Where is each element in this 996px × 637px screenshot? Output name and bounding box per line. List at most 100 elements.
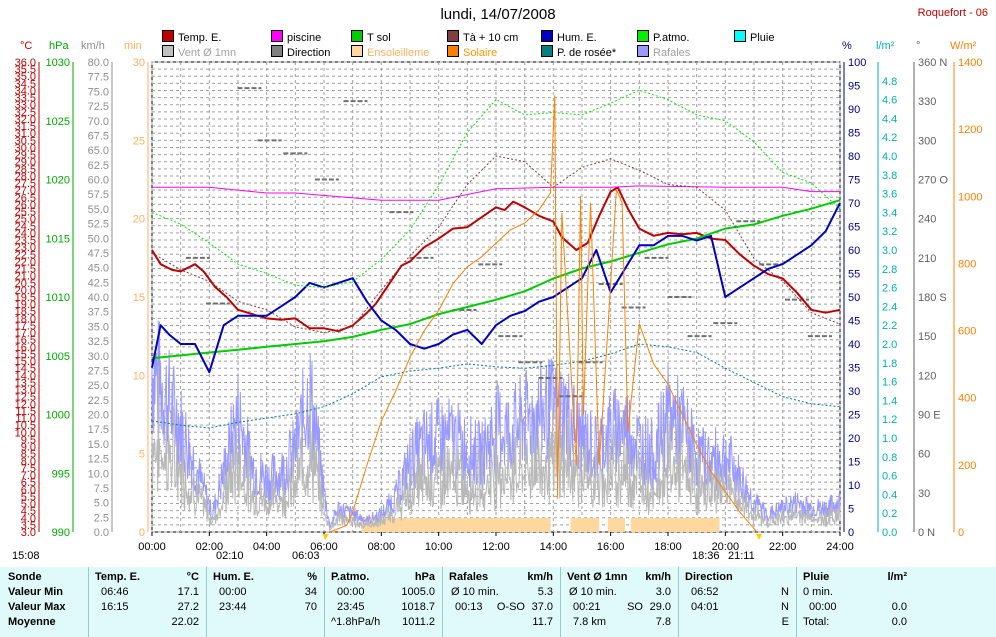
temp-min-time: 06:46	[101, 586, 129, 598]
tick-label-wind: 35.0	[88, 321, 109, 333]
tick-label-temp: 36.0	[15, 57, 36, 69]
tick-label-temp: 35.5	[15, 64, 36, 76]
tick-label-hum: 45	[848, 316, 860, 328]
tick-label-wind: 25.0	[88, 380, 109, 392]
dir-min-time: 06:52	[691, 586, 719, 598]
tick-label-rain: 4.0	[882, 151, 897, 163]
sunshine-bar	[570, 518, 600, 532]
tick-label-dir: 30	[918, 488, 930, 500]
tick-label-rain: 1.0	[882, 433, 897, 445]
tick-label-temp: 19.0	[15, 299, 36, 311]
summary-dir: Direction 06:52 N 04:01 N E	[678, 567, 797, 637]
tick-label-wind: 75.0	[88, 86, 109, 98]
x-tick-label: 02:00	[196, 541, 224, 553]
tick-label-temp: 6.0	[21, 484, 36, 496]
tick-label-hum: 40	[848, 339, 860, 351]
legend-label: Hum. E.	[557, 32, 597, 44]
sunshine-bar	[607, 518, 625, 532]
tick-label-wind: 0.0	[94, 527, 109, 539]
legend-label: P. de rosée*	[557, 47, 617, 59]
press-trend: ^1.8hPa/h	[331, 616, 381, 628]
tick-label-rain: 4.6	[882, 95, 897, 107]
tick-label-temp: 11.0	[15, 413, 36, 425]
header-gust: Rafales	[449, 571, 489, 583]
tick-label-temp: 26.0	[15, 199, 36, 211]
gust-avg-value: 11.7	[532, 616, 553, 628]
gust-min-label: Ø 10 min.	[451, 586, 499, 598]
legend-item: Tà + 10 cm	[447, 30, 518, 44]
tick-label-wind: 32.5	[88, 336, 109, 348]
series-vent	[151, 365, 841, 531]
legend-label: P.atmo.	[653, 32, 690, 44]
tick-label-rain: 1.4	[882, 395, 897, 407]
tick-label-hum: 75	[848, 175, 860, 187]
tick-label-press: 1000	[46, 410, 70, 422]
tick-label-rain: 2.0	[882, 339, 897, 351]
tick-label-rain: 1.6	[882, 377, 897, 389]
tick-label-wind: 15.0	[88, 439, 109, 451]
tick-label-rain: 2.6	[882, 283, 897, 295]
tick-label-temp: 22.5	[15, 249, 36, 261]
tick-label-press: 1015	[46, 233, 70, 245]
legend-swatch	[637, 30, 649, 42]
tick-label-rain: 3.4	[882, 207, 897, 219]
header-temp: Temp. E.	[95, 571, 141, 583]
tick-label-hum: 85	[848, 128, 860, 140]
sunshine-bar	[630, 518, 720, 532]
legend-item: Vent Ø 1mn	[162, 45, 236, 59]
tick-label-solar: 600	[958, 326, 976, 338]
summary-panel: Sonde Valeur Min Valeur Max Moyenne Temp…	[0, 567, 996, 637]
tick-label-dir: 60	[918, 449, 930, 461]
tick-label-wind: 72.5	[88, 101, 109, 113]
tick-label-hum: 5	[848, 504, 854, 516]
tick-label-temp: 14.0	[15, 370, 36, 382]
legend-item: Temp. E.	[162, 30, 221, 44]
tick-label-wind: 20.0	[88, 410, 109, 422]
tick-label-temp: 33.5	[15, 93, 36, 105]
tick-label-minutes: 10	[133, 370, 145, 382]
tick-label-wind: 65.0	[88, 145, 109, 157]
tick-label-temp: 18.0	[15, 313, 36, 325]
header-hum: Hum. E.	[213, 571, 254, 583]
x-tick-label: 04:00	[253, 541, 281, 553]
tick-label-solar: 1000	[958, 191, 982, 203]
tick-label-temp: 27.0	[15, 185, 36, 197]
tick-label-temp: 13.5	[15, 377, 36, 389]
legend-swatch	[541, 45, 553, 57]
tick-label-temp: 23.0	[15, 242, 36, 254]
tick-label-temp: 9.5	[21, 434, 36, 446]
x-tick-label: 20:00	[712, 541, 740, 553]
station-name: Roquefort - 06	[917, 7, 988, 19]
tick-label-press: 1025	[46, 116, 70, 128]
legend-item: P. de rosée*	[541, 45, 616, 59]
legend-label: T sol	[367, 32, 391, 44]
tick-label-temp: 29.0	[15, 157, 36, 169]
legend-swatch	[351, 30, 363, 42]
tick-label-press: 1030	[46, 57, 70, 69]
legend-swatch	[162, 45, 174, 57]
dir-max-time: 04:01	[691, 601, 719, 613]
tick-label-minutes: 0	[139, 527, 145, 539]
tick-label-minutes: 5	[139, 449, 145, 461]
x-tick-label: 10:00	[425, 541, 453, 553]
wind-distance: 7.8 km	[573, 616, 607, 628]
tick-label-wind: 57.5	[88, 189, 109, 201]
legend-item: piscine	[271, 30, 321, 44]
tick-label-temp: 8.0	[21, 456, 36, 468]
tick-label-wind: 47.5	[88, 248, 109, 260]
tick-label-solar: 0	[958, 527, 964, 539]
tick-label-rain: 2.2	[882, 320, 897, 332]
tick-label-wind: 7.5	[94, 483, 109, 495]
tick-label-temp: 31.0	[15, 128, 36, 140]
tick-label-rain: 0.4	[882, 489, 897, 501]
tick-label-minutes: 20	[133, 214, 145, 226]
rain-max-time: 00:00	[809, 601, 837, 613]
tick-label-solar: 1400	[958, 57, 982, 69]
tick-label-dir: 270 O	[918, 175, 948, 187]
gust-min-value: 5.3	[537, 586, 553, 598]
legend-label: Solaire	[463, 47, 498, 59]
dir-avg-value: E	[781, 616, 789, 628]
tick-label-temp: 26.5	[15, 192, 36, 204]
tick-label-solar: 1200	[958, 124, 982, 136]
rain-total-label: Total:	[803, 616, 830, 628]
